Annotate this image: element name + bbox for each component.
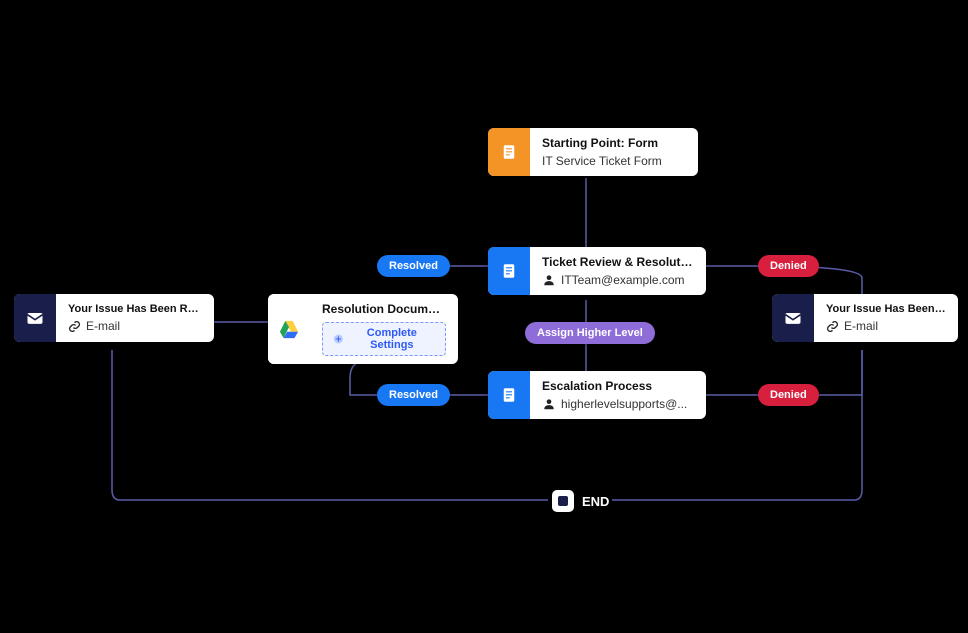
- drive-icon: [268, 294, 310, 364]
- pill-resolved: Resolved: [377, 384, 450, 406]
- node-title: Ticket Review & Resolution T...: [542, 255, 694, 269]
- person-icon: [542, 397, 556, 411]
- node-subtitle: IT Service Ticket Form: [542, 154, 662, 168]
- node-subtitle: E-mail: [68, 319, 202, 333]
- pill-assign: Assign Higher Level: [525, 322, 655, 344]
- node-title: Escalation Process: [542, 379, 687, 393]
- mail-icon: [14, 294, 56, 342]
- node-subtitle: E-mail: [826, 319, 946, 333]
- link-icon: [68, 320, 81, 333]
- complete-settings-button[interactable]: Complete Settings: [322, 322, 446, 356]
- end-label: END: [582, 494, 609, 509]
- node-title: Starting Point: Form: [542, 136, 662, 150]
- node-rejected-email[interactable]: Your Issue Has Been Rejected. E-mail: [772, 294, 958, 342]
- node-title: Resolution Documentation: [322, 302, 446, 316]
- pill-denied: Denied: [758, 255, 819, 277]
- node-start[interactable]: Starting Point: Form IT Service Ticket F…: [488, 128, 698, 176]
- node-resolved-email[interactable]: Your Issue Has Been Resolved. E-mail: [14, 294, 214, 342]
- node-subtitle: higherlevelsupports@...: [542, 397, 687, 411]
- stop-icon: [552, 490, 574, 512]
- node-title: Your Issue Has Been Rejected.: [826, 303, 946, 315]
- document-icon: [488, 128, 530, 176]
- node-end: END: [552, 490, 609, 512]
- document-icon: [488, 371, 530, 419]
- pill-resolved: Resolved: [377, 255, 450, 277]
- node-documentation[interactable]: Resolution Documentation Complete Settin…: [268, 294, 458, 364]
- node-escalation[interactable]: Escalation Process higherlevelsupports@.…: [488, 371, 706, 419]
- pill-denied: Denied: [758, 384, 819, 406]
- person-icon: [542, 273, 556, 287]
- canvas: Starting Point: Form IT Service Ticket F…: [0, 0, 968, 633]
- mail-icon: [772, 294, 814, 342]
- link-icon: [826, 320, 839, 333]
- node-review[interactable]: Ticket Review & Resolution T... ITTeam@e…: [488, 247, 706, 295]
- node-title: Your Issue Has Been Resolved.: [68, 303, 202, 315]
- node-subtitle: ITTeam@example.com: [542, 273, 694, 287]
- document-icon: [488, 247, 530, 295]
- plus-icon: [333, 333, 344, 345]
